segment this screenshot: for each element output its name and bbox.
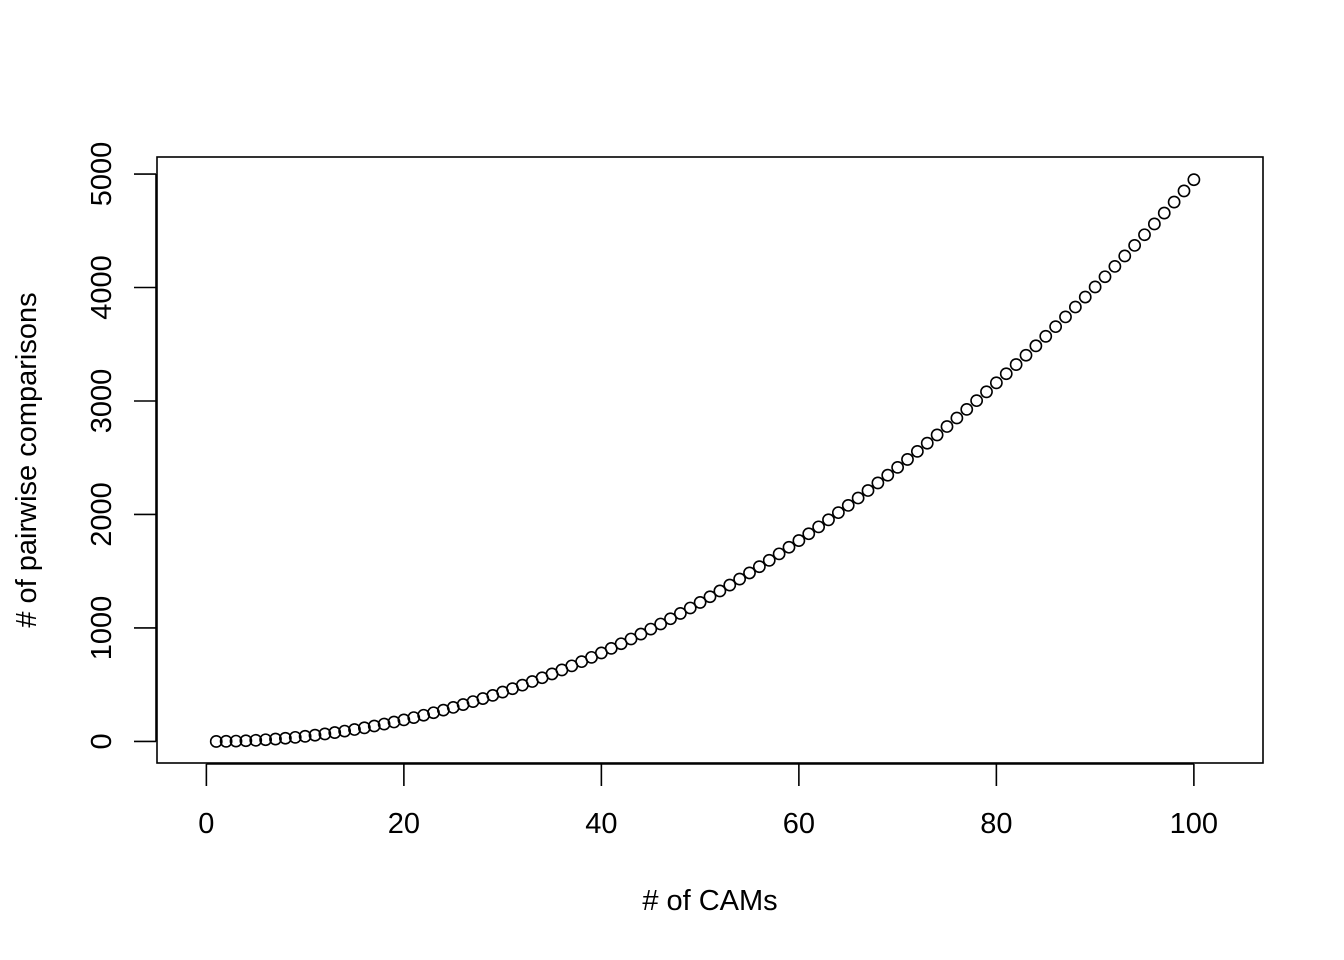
- data-point: [1128, 239, 1142, 252]
- data-point: [1088, 280, 1102, 294]
- data-point: [1147, 217, 1161, 231]
- data-point: [1118, 249, 1132, 263]
- data-point: [970, 394, 984, 408]
- y-tick-label: 2000: [86, 482, 118, 547]
- data-point: [673, 607, 687, 620]
- data-point: [229, 734, 243, 748]
- data-point: [348, 723, 361, 736]
- data-point: [249, 733, 263, 747]
- data-point: [812, 520, 826, 534]
- data-point: [802, 527, 816, 541]
- data-point: [871, 476, 885, 490]
- data-point: [1098, 270, 1112, 284]
- data-point: [239, 734, 253, 748]
- data-point: [1019, 348, 1033, 362]
- y-tick-label: 1000: [86, 596, 118, 661]
- y-axis-label: # of pairwise comparisons: [11, 292, 43, 627]
- data-point: [634, 627, 648, 641]
- data-point: [703, 590, 717, 604]
- data-point: [1009, 358, 1023, 371]
- data-point: [980, 385, 993, 399]
- data-point: [338, 724, 352, 738]
- data-point: [683, 601, 697, 615]
- data-point: [999, 367, 1013, 381]
- y-tick-label: 3000: [86, 369, 118, 434]
- data-point: [792, 534, 806, 547]
- data-point: [950, 411, 964, 425]
- data-point: [1059, 310, 1072, 324]
- data-point: [644, 622, 658, 636]
- plot-box: [156, 156, 1264, 764]
- x-tick-label: 80: [980, 808, 1012, 840]
- y-tick-label: 4000: [86, 255, 118, 320]
- data-point: [1039, 329, 1053, 343]
- data-point: [387, 715, 401, 729]
- x-tick-label: 60: [783, 808, 815, 840]
- data-point: [940, 420, 954, 433]
- data-point: [960, 402, 974, 416]
- data-point: [851, 491, 865, 505]
- data-point: [713, 584, 727, 598]
- data-point: [288, 730, 302, 744]
- data-point: [782, 540, 796, 554]
- x-tick-label: 40: [585, 808, 617, 840]
- data-point: [367, 719, 381, 733]
- data-point: [377, 717, 391, 731]
- data-point: [308, 728, 322, 742]
- data-point: [614, 637, 628, 651]
- data-point: [209, 735, 223, 748]
- data-point: [693, 596, 707, 609]
- data-point: [278, 731, 292, 745]
- data-point: [723, 578, 737, 592]
- data-point: [891, 460, 905, 474]
- data-point: [624, 632, 638, 646]
- data-point: [1157, 206, 1171, 220]
- data-point: [989, 376, 1003, 390]
- data-point: [861, 484, 875, 497]
- data-point: [1177, 184, 1191, 198]
- x-tick-label: 20: [388, 808, 420, 840]
- data-point: [219, 734, 233, 748]
- data-point: [743, 566, 756, 580]
- data-point: [930, 428, 944, 442]
- data-point: [752, 560, 766, 574]
- data-point: [1138, 228, 1151, 242]
- data-point: [1068, 300, 1082, 314]
- data-point: [910, 444, 924, 458]
- data-point: [1049, 320, 1063, 334]
- data-point: [901, 453, 914, 466]
- x-tick-label: 100: [1170, 808, 1218, 840]
- data-point: [259, 733, 273, 747]
- data-point: [298, 729, 312, 743]
- data-point: [1029, 339, 1043, 353]
- data-points: [209, 173, 1201, 748]
- data-point: [664, 612, 677, 626]
- y-tick-label: 5000: [86, 142, 118, 207]
- data-point: [1078, 290, 1092, 304]
- data-point: [762, 553, 776, 567]
- data-point: [357, 721, 371, 735]
- x-tick-label: 0: [198, 808, 214, 840]
- data-point: [841, 498, 855, 512]
- y-axis: 0 1000 2000 3000 4000 5000: [86, 142, 157, 750]
- data-point: [1167, 195, 1181, 209]
- data-point: [733, 572, 747, 586]
- data-point: [831, 506, 845, 520]
- data-point: [269, 732, 282, 746]
- data-point: [881, 468, 895, 482]
- data-point: [920, 436, 934, 450]
- data-point: [1187, 173, 1201, 187]
- x-axis-label: # of CAMs: [642, 885, 777, 917]
- x-axis: 0 20 40 60 80 100: [198, 763, 1218, 840]
- data-point: [654, 617, 668, 631]
- data-point: [772, 547, 786, 561]
- data-point: [318, 727, 332, 741]
- y-tick-label: 0: [86, 733, 118, 749]
- data-point: [1108, 259, 1122, 273]
- data-point: [822, 513, 835, 527]
- data-point: [328, 726, 342, 739]
